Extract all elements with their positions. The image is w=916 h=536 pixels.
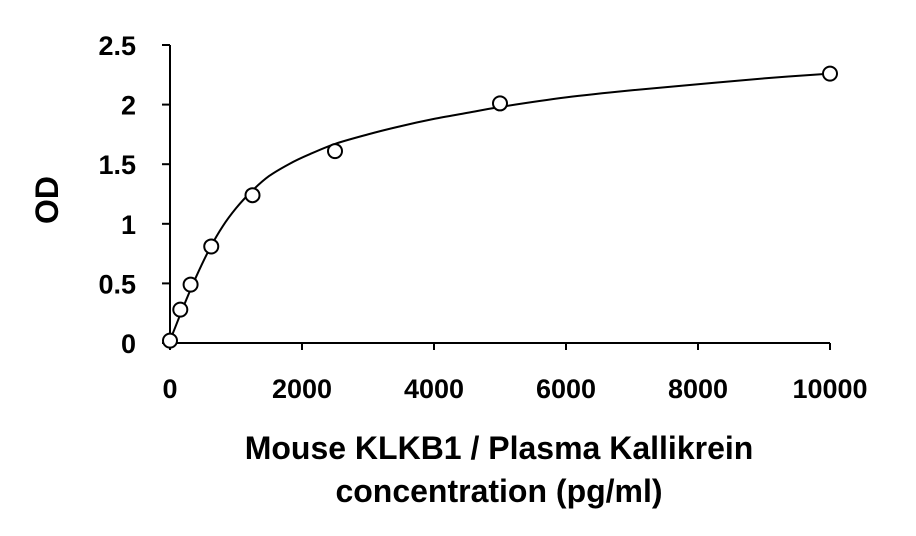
x-axis-title-line-1: Mouse KLKB1 / Plasma Kallikrein	[245, 430, 754, 466]
data-point	[172, 301, 189, 318]
data-point	[327, 143, 343, 160]
y-tick-label: 2.5	[98, 31, 136, 61]
data-points	[162, 65, 838, 349]
y-tick-label: 2	[121, 91, 136, 121]
y-tick-label: 1	[121, 210, 136, 240]
data-point	[162, 332, 178, 349]
y-tick-label: 1.5	[98, 150, 136, 180]
y-tick-label: 0.5	[98, 269, 136, 299]
x-axis-title-line-2: concentration (pg/ml)	[335, 473, 662, 509]
x-tick-label: 8000	[668, 374, 728, 404]
axes	[169, 45, 830, 344]
y-ticks: 0 0.5 1 1.5 2 2.5	[98, 31, 170, 359]
data-point	[244, 187, 261, 204]
x-ticks: 0 2000 4000 6000 8000 10000	[162, 343, 868, 404]
fit-curve-line	[169, 72, 831, 341]
x-tick-label: 0	[162, 374, 177, 404]
x-tick-label: 6000	[536, 374, 596, 404]
data-point	[182, 276, 199, 293]
x-tick-label: 10000	[792, 374, 867, 404]
x-tick-label: 2000	[272, 374, 332, 404]
data-point	[492, 95, 508, 112]
data-point	[203, 238, 220, 255]
x-tick-label: 4000	[404, 374, 464, 404]
y-axis-title: OD	[29, 176, 65, 224]
data-point	[822, 65, 838, 82]
y-tick-label: 0	[121, 329, 136, 359]
